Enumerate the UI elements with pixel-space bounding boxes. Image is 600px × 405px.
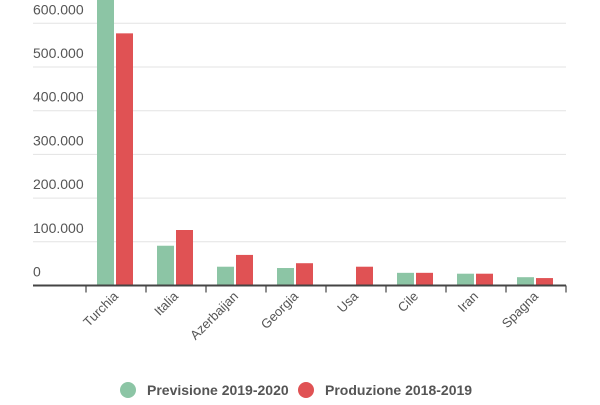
bar-turchia-produzione [116,33,133,286]
y-tick-label: 600.000 [33,1,84,17]
y-tick-label: 100.000 [33,220,84,236]
x-tick-label: Italia [151,288,182,319]
bar-italia-produzione [176,230,193,286]
legend-marker-previsione [120,382,136,398]
legend: Previsione 2019-2020 Produzione 2018-2019 [120,382,472,398]
bar-azerbaijan-produzione [236,254,253,286]
bar-spagna-previsione [517,277,534,286]
legend-marker-produzione [298,382,314,398]
x-tick-label: Usa [334,288,361,315]
x-tick-label: Turchia [80,288,121,329]
bar-georgia-produzione [296,263,313,286]
y-tick-label: 300.000 [33,132,84,148]
y-tick-label: 500.000 [33,45,84,61]
bar-georgia-previsione [277,268,294,286]
bar-spagna-produzione [536,278,553,286]
y-tick-label: 0 [33,264,41,280]
y-tick-label: 200.000 [33,176,84,192]
legend-label: Produzione 2018-2019 [325,382,472,398]
bar-iran-previsione [457,273,474,286]
x-tick-label: Iran [455,289,481,315]
bar-usa-produzione [356,266,373,286]
x-tick-label: Azerbaijan [187,289,241,343]
y-tick-label: 400.000 [33,89,84,105]
bar-cile-produzione [416,272,433,286]
x-tick-label: Georgia [258,288,302,332]
bar-iran-produzione [476,273,493,286]
x-tick-label: Cile [395,289,421,315]
bar-turchia-previsione [97,0,114,286]
bar-italia-previsione [157,245,174,286]
bar-azerbaijan-previsione [217,266,234,286]
x-tick-label: Spagna [499,288,542,331]
bar-cile-previsione [397,272,414,286]
legend-label: Previsione 2019-2020 [147,382,289,398]
